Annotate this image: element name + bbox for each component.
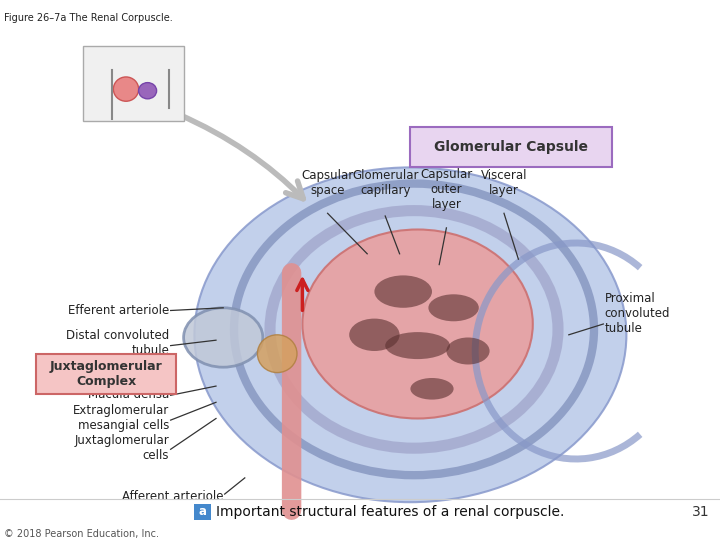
Text: Macula densa: Macula densa <box>88 388 169 401</box>
Ellipse shape <box>446 338 490 364</box>
Ellipse shape <box>374 275 432 308</box>
FancyBboxPatch shape <box>410 127 612 167</box>
Circle shape <box>184 308 263 367</box>
Text: Extraglomerular
mesangial cells: Extraglomerular mesangial cells <box>73 404 169 433</box>
FancyBboxPatch shape <box>36 354 176 394</box>
Text: © 2018 Pearson Education, Inc.: © 2018 Pearson Education, Inc. <box>4 529 158 538</box>
Ellipse shape <box>428 294 479 321</box>
Text: Distal convoluted
tubule: Distal convoluted tubule <box>66 329 169 357</box>
Text: Proximal
convoluted
tubule: Proximal convoluted tubule <box>605 292 670 335</box>
Ellipse shape <box>385 332 450 359</box>
Text: Glomerular
capillary: Glomerular capillary <box>352 169 418 197</box>
Text: Juxtaglomerular
cells: Juxtaglomerular cells <box>74 434 169 462</box>
Ellipse shape <box>194 167 626 502</box>
Text: Glomerular Capsule: Glomerular Capsule <box>434 140 588 154</box>
FancyBboxPatch shape <box>194 504 211 520</box>
Text: Important structural features of a renal corpuscle.: Important structural features of a renal… <box>216 505 564 519</box>
Text: Visceral
layer: Visceral layer <box>481 169 527 197</box>
Text: Capsular
space: Capsular space <box>302 169 354 197</box>
Text: a: a <box>198 505 207 518</box>
Ellipse shape <box>410 378 454 400</box>
Ellipse shape <box>258 335 297 373</box>
Text: Juxtaglomerular
Complex: Juxtaglomerular Complex <box>50 360 163 388</box>
Ellipse shape <box>113 77 138 101</box>
Text: Afferent arteriole: Afferent arteriole <box>122 490 223 503</box>
Ellipse shape <box>138 83 157 99</box>
Ellipse shape <box>302 230 533 418</box>
Text: Figure 26–7a The Renal Corpuscle.: Figure 26–7a The Renal Corpuscle. <box>4 14 172 24</box>
Text: 31: 31 <box>692 505 709 519</box>
Text: Capsular
outer
layer: Capsular outer layer <box>420 167 472 211</box>
Ellipse shape <box>349 319 400 351</box>
Text: Efferent arteriole: Efferent arteriole <box>68 304 169 317</box>
FancyBboxPatch shape <box>83 46 184 122</box>
